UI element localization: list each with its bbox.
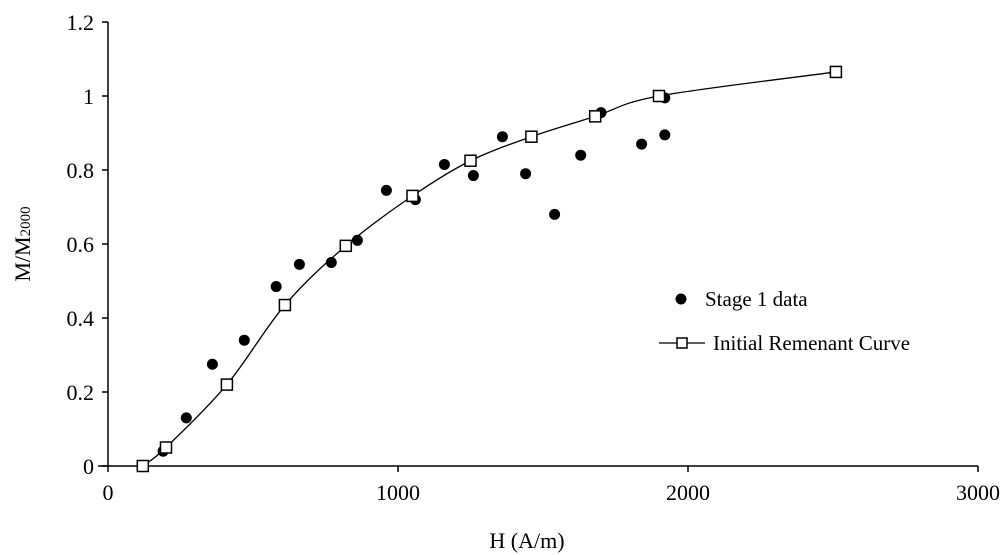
y-tick-label: 1.2 <box>67 10 95 35</box>
curve-point <box>221 379 232 390</box>
data-point <box>271 281 282 292</box>
legend-marker-curve <box>677 338 687 348</box>
y-tick-label: 0.2 <box>67 380 95 405</box>
y-tick-label: 0.6 <box>67 232 95 257</box>
x-ticks: 0 1000 2000 3000 <box>103 466 1001 505</box>
curve-point <box>340 240 351 251</box>
legend-marker-stage1 <box>676 294 687 305</box>
x-tick-label: 2000 <box>666 480 710 505</box>
data-point <box>636 139 647 150</box>
data-point <box>468 170 479 181</box>
remanent-curve <box>143 72 836 466</box>
data-point <box>181 412 192 423</box>
legend-label-stage1: Stage 1 data <box>705 287 808 311</box>
legend-label-curve: Initial Remenant Curve <box>713 331 910 355</box>
curve-point <box>526 131 537 142</box>
data-point <box>549 209 560 220</box>
legend: Stage 1 data Initial Remenant Curve <box>659 287 910 355</box>
y-tick-label: 0 <box>83 454 94 479</box>
x-axis-title: H (A/m) <box>489 528 564 553</box>
curve-point <box>654 91 665 102</box>
data-point <box>659 129 670 140</box>
y-tick-label: 0.4 <box>67 306 95 331</box>
x-tick-label: 3000 <box>956 480 1000 505</box>
y-tick-label: 1 <box>83 84 94 109</box>
curve-point <box>830 66 841 77</box>
y-ticks: 0 0.2 0.4 0.6 0.8 1 1.2 <box>67 10 109 479</box>
stage1-points <box>158 92 671 456</box>
curve-point <box>161 442 172 453</box>
data-point <box>294 259 305 270</box>
curve-point <box>137 461 148 472</box>
curve-point <box>279 300 290 311</box>
axes <box>98 22 978 466</box>
curve-point <box>465 155 476 166</box>
data-point <box>207 359 218 370</box>
remanent-curve-line <box>143 72 836 466</box>
y-axis-title: M/M2000 <box>10 206 35 281</box>
data-point <box>575 150 586 161</box>
data-point <box>239 335 250 346</box>
x-tick-label: 0 <box>103 480 114 505</box>
data-point <box>520 168 531 179</box>
data-point <box>497 131 508 142</box>
curve-point <box>407 190 418 201</box>
curve-point <box>590 111 601 122</box>
data-point <box>381 185 392 196</box>
data-point <box>326 257 337 268</box>
y-axis-title-sub: 2000 <box>18 206 34 236</box>
y-tick-label: 0.8 <box>67 158 95 183</box>
data-point <box>352 235 363 246</box>
curve-markers <box>137 66 841 471</box>
x-tick-label: 1000 <box>376 480 420 505</box>
data-point <box>439 159 450 170</box>
y-axis-title-main: M/M <box>10 236 35 281</box>
